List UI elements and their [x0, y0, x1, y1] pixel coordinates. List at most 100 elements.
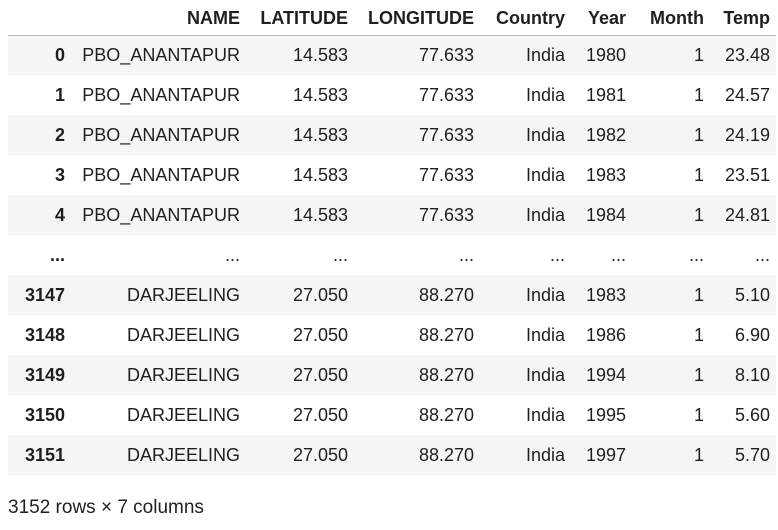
- cell-name: DARJEELING: [126, 364, 240, 385]
- cell-latitude: 27.050: [292, 284, 348, 305]
- row-index: 3: [54, 164, 65, 185]
- cell-month: 1: [693, 124, 704, 145]
- cell-name: DARJEELING: [126, 404, 240, 425]
- table-row: 3 PBO_ANANTAPUR 14.583 77.633 India 1983 1 23.5…: [8, 155, 776, 195]
- cell-longitude: 77.633: [418, 164, 474, 185]
- cell-year: 1986: [585, 324, 626, 345]
- table-row: 3151 DARJEELING 27.050 88.270 India 1997 1 5.70: [8, 435, 776, 475]
- row-index: 0: [54, 44, 65, 65]
- cell-year: 1980: [585, 44, 626, 65]
- cell-temp: 5.10: [734, 284, 770, 305]
- table-row: 3150 DARJEELING 27.050 88.270 India 1995 1 5.60: [8, 395, 776, 435]
- cell-temp: ...: [754, 244, 770, 265]
- cell-month: 1: [693, 404, 704, 425]
- column-header-longitude: LONGITUDE: [354, 0, 480, 36]
- cell-month: 1: [693, 164, 704, 185]
- cell-country: India: [525, 204, 565, 225]
- row-index: ...: [49, 244, 65, 265]
- cell-longitude: 88.270: [418, 404, 474, 425]
- cell-temp: 8.10: [734, 364, 770, 385]
- row-index: 3149: [24, 364, 65, 385]
- cell-latitude: 27.050: [292, 364, 348, 385]
- table-row: 3148 DARJEELING 27.050 88.270 India 1986 1 6.90: [8, 315, 776, 355]
- cell-month: 1: [693, 44, 704, 65]
- cell-latitude: 14.583: [292, 44, 348, 65]
- cell-country: India: [525, 364, 565, 385]
- cell-month: 1: [693, 284, 704, 305]
- table-row: 3149 DARJEELING 27.050 88.270 India 1994 1 8.10: [8, 355, 776, 395]
- cell-latitude: 27.050: [292, 404, 348, 425]
- column-header-country: Country: [480, 0, 571, 36]
- cell-month: ...: [688, 244, 704, 265]
- cell-year: 1981: [585, 84, 626, 105]
- header-row: NAME LATITUDE LONGITUDE Country Year Mon…: [8, 0, 776, 36]
- cell-latitude: ...: [332, 244, 348, 265]
- cell-name: PBO_ANANTAPUR: [82, 44, 240, 65]
- cell-name: PBO_ANANTAPUR: [82, 124, 240, 145]
- cell-longitude: 88.270: [418, 444, 474, 465]
- cell-latitude: 14.583: [292, 84, 348, 105]
- cell-longitude: 77.633: [418, 204, 474, 225]
- table-row: 3147 DARJEELING 27.050 88.270 India 1983 1 5.10: [8, 275, 776, 315]
- cell-name: DARJEELING: [126, 284, 240, 305]
- cell-country: India: [525, 284, 565, 305]
- cell-country: India: [525, 164, 565, 185]
- dataframe-table: NAME LATITUDE LONGITUDE Country Year Mon…: [8, 0, 776, 475]
- cell-name: PBO_ANANTAPUR: [82, 164, 240, 185]
- column-header-latitude: LATITUDE: [246, 0, 354, 36]
- cell-temp: 5.60: [734, 404, 770, 425]
- table-row: 1 PBO_ANANTAPUR 14.583 77.633 India 1981 1 24.5…: [8, 75, 776, 115]
- cell-year: 1983: [585, 164, 626, 185]
- cell-latitude: 14.583: [292, 124, 348, 145]
- cell-latitude: 27.050: [292, 444, 348, 465]
- cell-temp: 5.70: [734, 444, 770, 465]
- cell-temp: 23.51: [724, 164, 770, 185]
- cell-country: India: [525, 124, 565, 145]
- row-index: 4: [54, 204, 65, 225]
- column-header-temp: Temp: [710, 0, 776, 36]
- row-index: 2: [54, 124, 65, 145]
- cell-longitude: ...: [458, 244, 474, 265]
- index-header: [8, 0, 71, 36]
- cell-year: 1997: [585, 444, 626, 465]
- cell-latitude: 27.050: [292, 324, 348, 345]
- cell-longitude: 88.270: [418, 324, 474, 345]
- row-index: 1: [54, 84, 65, 105]
- cell-latitude: 14.583: [292, 204, 348, 225]
- cell-temp: 6.90: [734, 324, 770, 345]
- row-index: 3148: [24, 324, 65, 345]
- table-row: ........................: [8, 235, 776, 275]
- cell-longitude: 77.633: [418, 84, 474, 105]
- cell-name: DARJEELING: [126, 324, 240, 345]
- cell-country: India: [525, 324, 565, 345]
- cell-temp: 24.81: [724, 204, 770, 225]
- cell-month: 1: [693, 364, 704, 385]
- cell-month: 1: [693, 84, 704, 105]
- cell-longitude: 77.633: [418, 44, 474, 65]
- cell-name: DARJEELING: [126, 444, 240, 465]
- cell-country: ...: [549, 244, 565, 265]
- table-row: 0 PBO_ANANTAPUR 14.583 77.633 India 1980 1 23.4…: [8, 35, 776, 75]
- table-body: 0 PBO_ANANTAPUR 14.583 77.633 India 1980 1 23.4…: [8, 35, 776, 475]
- cell-year: 1995: [585, 404, 626, 425]
- cell-temp: 24.57: [724, 84, 770, 105]
- cell-month: 1: [693, 324, 704, 345]
- cell-temp: 24.19: [724, 124, 770, 145]
- cell-name: PBO_ANANTAPUR: [82, 204, 240, 225]
- cell-year: 1982: [585, 124, 626, 145]
- cell-month: 1: [693, 204, 704, 225]
- cell-year: 1994: [585, 364, 626, 385]
- cell-country: India: [525, 444, 565, 465]
- table-shape-caption: 3152 rows × 7 columns: [8, 497, 204, 518]
- cell-longitude: 88.270: [418, 364, 474, 385]
- cell-name: PBO_ANANTAPUR: [82, 84, 240, 105]
- row-index: 3147: [24, 284, 65, 305]
- table-row: 2 PBO_ANANTAPUR 14.583 77.633 India 1982 1 24.1…: [8, 115, 776, 155]
- column-header-name: NAME: [71, 0, 246, 36]
- row-index: 3150: [24, 404, 65, 425]
- cell-month: 1: [693, 444, 704, 465]
- row-index: 3151: [24, 444, 65, 465]
- cell-latitude: 14.583: [292, 164, 348, 185]
- column-header-year: Year: [571, 0, 632, 36]
